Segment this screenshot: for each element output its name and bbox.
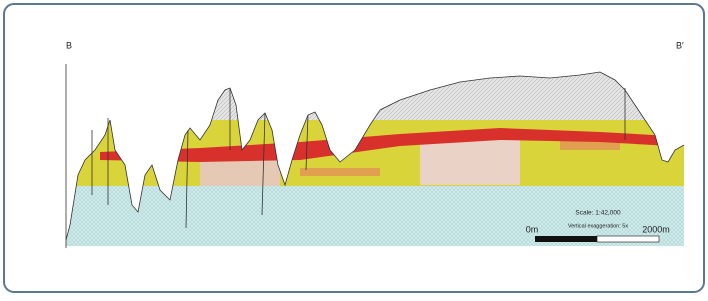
- cross-section: B B′ Scale: 1:42,000 Vertical exaggerati…: [0, 0, 708, 296]
- scale-start: 0m: [526, 224, 539, 234]
- saprolite: [420, 140, 520, 185]
- scale-bar-black: [535, 236, 597, 242]
- scale-text: Scale: 1:42,000: [575, 210, 621, 217]
- exaggeration-text: Vertical exaggeration: 5x: [568, 223, 628, 229]
- start-label: B: [66, 40, 72, 50]
- end-label: B′: [676, 40, 684, 50]
- scale-bar-white: [597, 236, 659, 242]
- ore-low: [300, 168, 380, 176]
- scale-end: 2000m: [642, 224, 670, 234]
